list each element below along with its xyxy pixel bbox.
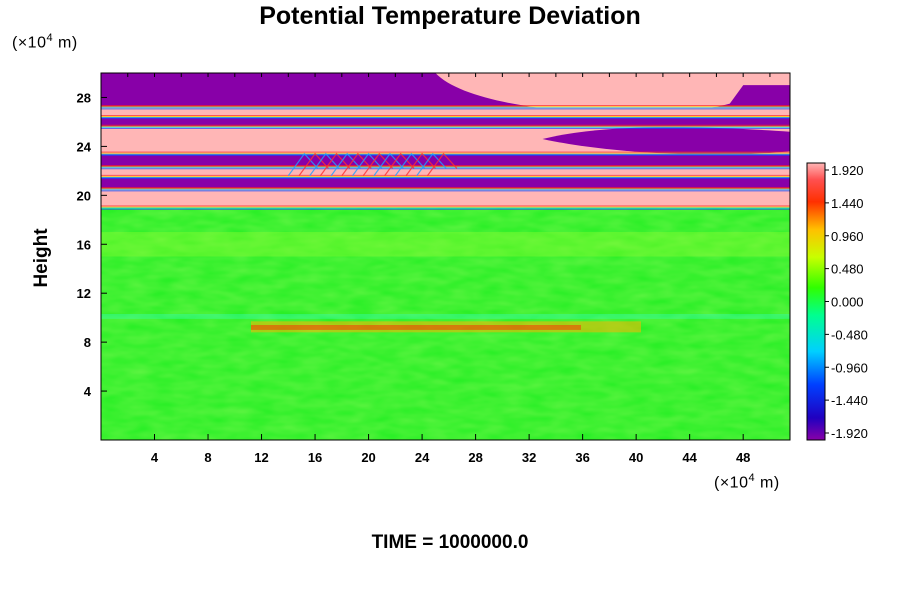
x-tick-label: 16	[308, 450, 322, 465]
y-unit-exp: 4	[46, 32, 54, 44]
heatmap-field	[101, 73, 790, 440]
x-axis-unit: (×104 m)	[714, 472, 780, 492]
x-unit-suffix: m)	[760, 474, 780, 492]
y-tick-label: 4	[84, 384, 92, 399]
y-axis-unit: (×104 m)	[12, 32, 78, 52]
x-tick-label: 36	[575, 450, 589, 465]
x-tick-label: 20	[361, 450, 375, 465]
field-band-16	[101, 232, 790, 257]
colorbar-label: 1.440	[831, 196, 864, 211]
colorbar-label: 0.480	[831, 262, 864, 277]
x-tick-label: 28	[468, 450, 482, 465]
y-tick-label: 8	[84, 335, 91, 350]
field-wave	[373, 152, 404, 177]
x-tick-label: 32	[522, 450, 536, 465]
x-unit-prefix: (×10	[714, 474, 749, 492]
field-wave	[330, 152, 361, 177]
x-tick-label: 4	[151, 450, 159, 465]
x-tick-label: 12	[254, 450, 268, 465]
colorbar-ramp	[806, 162, 826, 441]
field-purple-corner	[743, 85, 790, 107]
field-layer	[101, 167, 790, 177]
y-unit-prefix: (×10	[12, 34, 47, 52]
colorbar-label: 1.920	[831, 163, 864, 178]
field-wave	[287, 152, 319, 177]
field-wave	[341, 152, 372, 177]
colorbar-label: -1.440	[831, 393, 868, 408]
field-purple-lens	[542, 127, 790, 155]
colorbar-label: -0.480	[831, 327, 868, 342]
y-tick-label: 12	[77, 286, 91, 301]
field-wave	[298, 152, 329, 177]
field-band-10	[101, 313, 790, 319]
x-unit-exp: 4	[748, 472, 756, 484]
y-axis-ticks: 4 8 12 16 20 24 28	[77, 90, 107, 399]
y-tick-label: 28	[77, 90, 91, 105]
y-tick-label: 16	[77, 237, 91, 252]
x-tick-label: 24	[415, 450, 430, 465]
field-wave	[384, 152, 415, 177]
field-wave	[352, 152, 383, 177]
field-wave	[426, 152, 458, 177]
colorbar-label: 0.000	[831, 295, 864, 310]
field-layer	[101, 189, 790, 208]
colorbar-label: -1.920	[831, 426, 868, 441]
field-wave	[309, 152, 340, 177]
colorbar: 1.920 1.440 0.960 0.480 0.000 -0.480 -0.960 -1.…	[806, 162, 868, 441]
y-tick-label: 24	[77, 139, 92, 154]
field-layer	[101, 176, 790, 190]
plot-axes	[100, 72, 791, 441]
x-tick-label: 48	[736, 450, 750, 465]
field-wave	[362, 152, 394, 177]
colorbar-label: 0.960	[831, 229, 864, 244]
time-label: TIME = 1000000.0	[371, 532, 529, 553]
x-tick-label: 44	[682, 450, 697, 465]
field-layer	[101, 107, 790, 118]
field-wave	[319, 152, 351, 177]
field-layer	[101, 153, 790, 168]
chart-title: Potential Temperature Deviation	[259, 2, 641, 30]
field-wave	[416, 152, 447, 177]
colorbar-label: -0.960	[831, 360, 868, 375]
field-wave	[405, 152, 436, 177]
plot-frame	[100, 72, 791, 441]
field-pink-lobe	[435, 73, 790, 114]
field-layer	[101, 117, 790, 127]
y-unit-suffix: m)	[58, 34, 78, 52]
y-tick-label: 20	[77, 188, 91, 203]
x-tick-label: 8	[204, 450, 211, 465]
x-tick-label: 40	[629, 450, 643, 465]
field-wave	[394, 152, 426, 177]
field-band-9-core	[251, 325, 581, 330]
x-axis-ticks: 4 8 12 16 20 24 28 32 36 40 44 48	[151, 434, 750, 465]
